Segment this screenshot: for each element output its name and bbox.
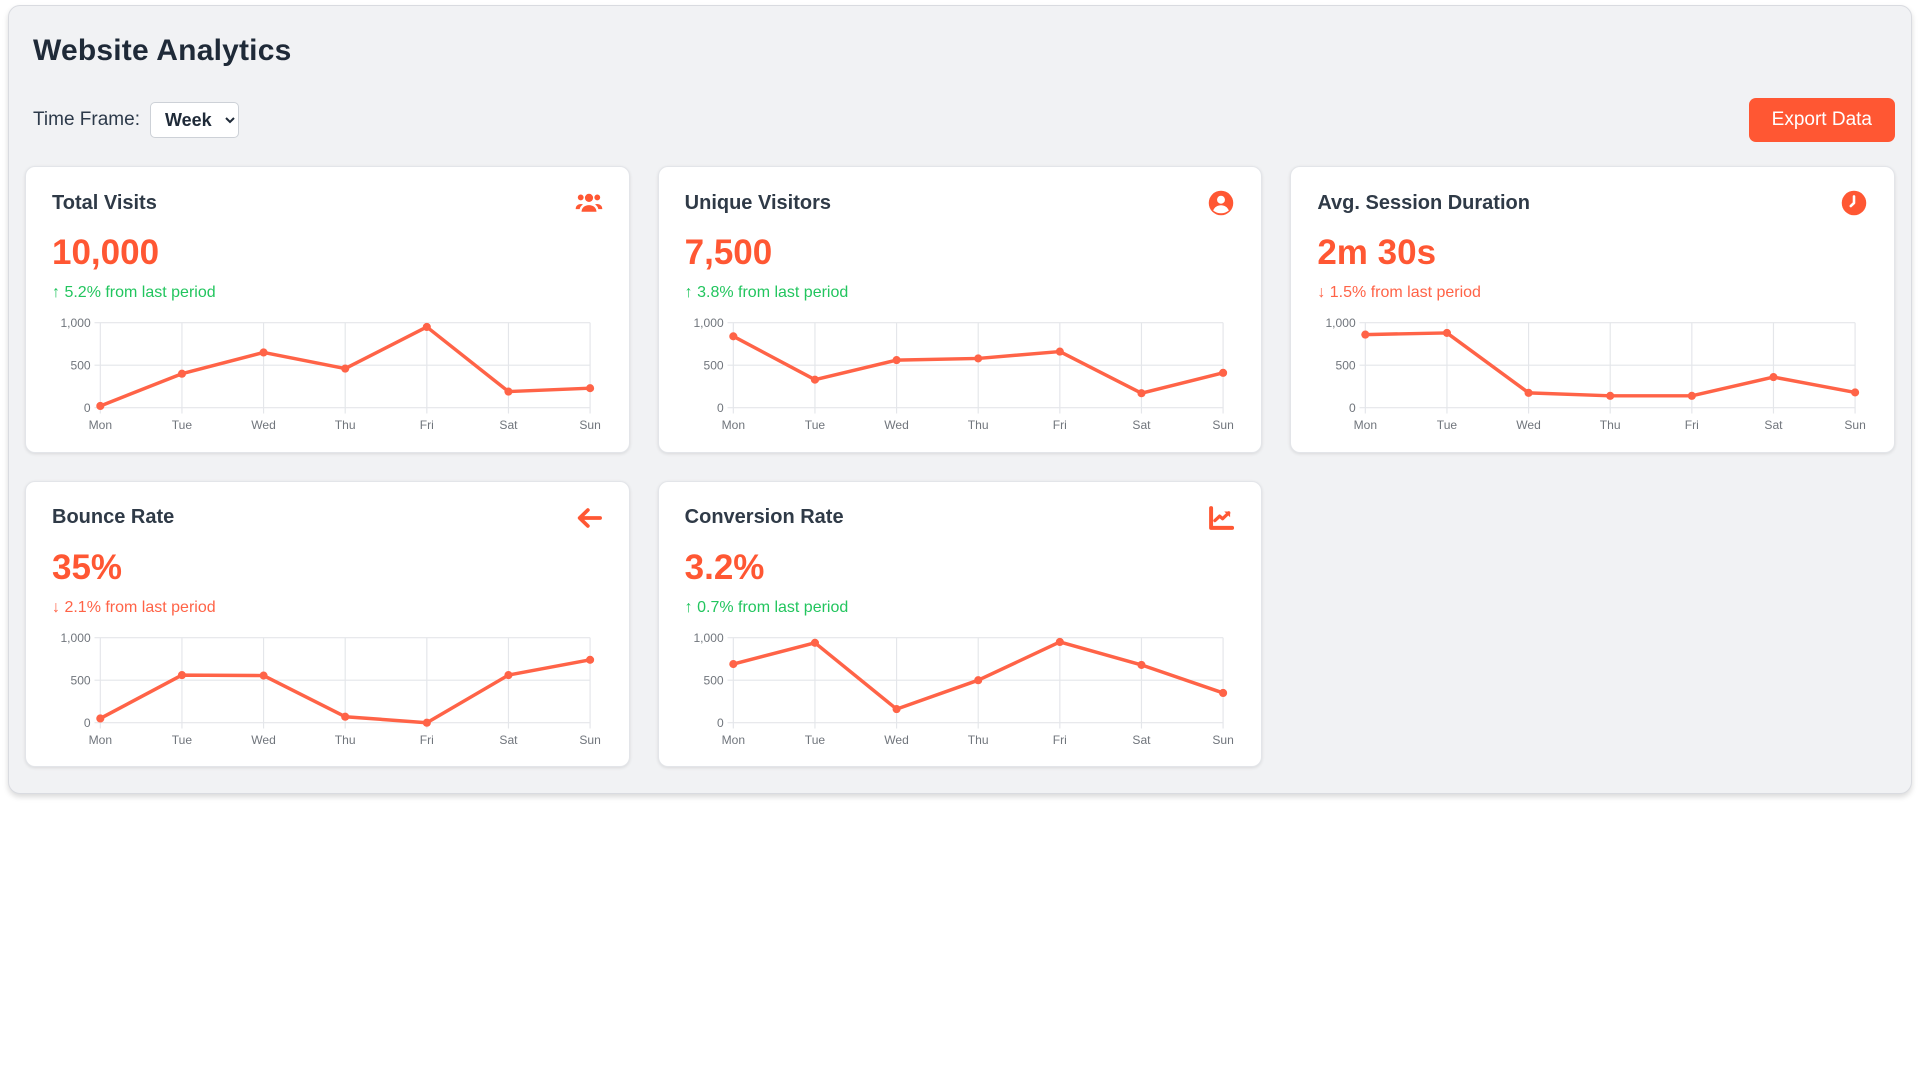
svg-text:Thu: Thu	[1600, 418, 1621, 432]
user-circle-icon	[1207, 189, 1235, 217]
svg-text:Sun: Sun	[1212, 418, 1233, 432]
svg-text:Thu: Thu	[967, 418, 988, 432]
metric-card-total-visits: Total Visits 10,000 ↑ 5.2% from last per…	[25, 166, 630, 453]
svg-text:0: 0	[84, 401, 91, 415]
trend-text: ↑ 0.7% from last period	[684, 598, 849, 616]
svg-text:500: 500	[703, 673, 723, 687]
svg-text:Thu: Thu	[335, 733, 356, 747]
svg-text:0: 0	[84, 716, 91, 730]
trend-text: ↓ 1.5% from last period	[1317, 284, 1481, 301]
svg-text:Sun: Sun	[579, 418, 600, 432]
trend-text: ↑ 5.2% from last period	[52, 284, 216, 301]
users-icon	[575, 189, 603, 217]
svg-text:Fri: Fri	[420, 733, 434, 747]
dashboard-panel: Website Analytics Time Frame: Week Expor…	[8, 5, 1912, 795]
page-title: Website Analytics	[33, 34, 292, 67]
svg-text:Sun: Sun	[1845, 418, 1866, 432]
svg-text:0: 0	[717, 716, 724, 730]
svg-text:Mon: Mon	[721, 418, 744, 432]
svg-text:Sat: Sat	[499, 733, 518, 747]
svg-text:Fri: Fri	[1052, 418, 1066, 432]
metric-value: 7,500	[684, 233, 773, 272]
svg-text:Wed: Wed	[251, 418, 276, 432]
arrow-left-icon	[575, 504, 603, 532]
svg-text:Sat: Sat	[1132, 733, 1151, 747]
trend-text: ↓ 2.1% from last period	[52, 598, 216, 616]
svg-text:500: 500	[1336, 359, 1356, 373]
metric-value: 35%	[52, 547, 123, 587]
svg-text:Fri: Fri	[420, 418, 434, 432]
svg-text:Tue: Tue	[172, 418, 193, 432]
card-title: Total Visits	[52, 191, 157, 214]
card-title: Conversion Rate	[684, 506, 844, 529]
controls-bar: Time Frame: Week Export Data	[33, 98, 1895, 142]
mini-line-chart: 0 500 1,000 Mon Tue Wed Thu Fri Sat Sun	[693, 631, 1233, 747]
timeframe-select[interactable]: Week	[149, 102, 239, 138]
svg-text:Fri: Fri	[1052, 733, 1066, 747]
svg-text:Sat: Sat	[1765, 418, 1784, 432]
metric-card-unique-visitors: Unique Visitors 7,500 ↑ 3.8% from last p…	[657, 166, 1263, 453]
svg-text:1,000: 1,000	[60, 316, 90, 330]
svg-text:Tue: Tue	[172, 733, 193, 747]
metric-value: 10,000	[52, 233, 160, 272]
metric-value: 2m 30s	[1317, 233, 1437, 272]
svg-text:Wed: Wed	[884, 418, 909, 432]
svg-text:Thu: Thu	[967, 733, 988, 747]
svg-text:Tue: Tue	[804, 733, 825, 747]
card-title: Unique Visitors	[684, 191, 831, 214]
svg-text:Tue: Tue	[804, 418, 825, 432]
svg-text:Fri: Fri	[1685, 418, 1699, 432]
svg-text:Sat: Sat	[1132, 418, 1151, 432]
svg-text:0: 0	[717, 401, 724, 415]
mini-line-chart: 0 500 1,000 Mon Tue Wed Thu Fri Sat Sun	[693, 316, 1233, 432]
clock-icon	[1840, 189, 1868, 217]
mini-line-chart: 0 500 1,000 Mon Tue Wed Thu Fri Sat Sun	[60, 631, 600, 747]
svg-text:Thu: Thu	[335, 418, 356, 432]
svg-text:1,000: 1,000	[693, 631, 723, 645]
mini-line-chart: 0 500 1,000 Mon Tue Wed Thu Fri Sat Sun	[60, 316, 600, 432]
card-title: Avg. Session Duration	[1317, 191, 1530, 214]
chart-line-icon	[1207, 504, 1235, 532]
metric-card-conversion-rate: Conversion Rate 3.2% ↑ 0.7% from last pe…	[657, 480, 1263, 768]
metric-card-avg-session-duration: Avg. Session Duration 2m 30s ↓ 1.5% from…	[1290, 166, 1895, 453]
svg-text:Sat: Sat	[499, 418, 518, 432]
svg-text:1,000: 1,000	[60, 631, 90, 645]
svg-text:Wed: Wed	[251, 733, 276, 747]
svg-text:Sun: Sun	[1212, 733, 1233, 747]
svg-text:Mon: Mon	[89, 418, 112, 432]
svg-text:500: 500	[71, 673, 91, 687]
svg-text:Mon: Mon	[721, 733, 744, 747]
metric-cards-grid: Total Visits 10,000 ↑ 5.2% from last per…	[25, 166, 1895, 768]
svg-text:Wed: Wed	[1517, 418, 1542, 432]
svg-text:0: 0	[1349, 401, 1356, 415]
svg-text:Mon: Mon	[89, 733, 112, 747]
svg-text:500: 500	[71, 359, 91, 373]
trend-text: ↑ 3.8% from last period	[684, 284, 849, 301]
svg-text:500: 500	[703, 359, 723, 373]
export-data-button[interactable]: Export Data	[1748, 98, 1895, 142]
svg-text:Wed: Wed	[884, 733, 909, 747]
metric-card-bounce-rate: Bounce Rate 35% ↓ 2.1% from last period …	[25, 480, 630, 768]
mini-line-chart: 0 500 1,000 Mon Tue Wed Thu Fri Sat Sun	[1326, 316, 1866, 432]
timeframe-label: Time Frame:	[33, 109, 140, 130]
svg-text:1,000: 1,000	[1326, 316, 1356, 330]
card-title: Bounce Rate	[52, 506, 175, 529]
svg-text:1,000: 1,000	[693, 316, 723, 330]
svg-text:Mon: Mon	[1354, 418, 1377, 432]
svg-text:Tue: Tue	[1437, 418, 1458, 432]
metric-value: 3.2%	[684, 547, 765, 587]
svg-text:Sun: Sun	[579, 733, 600, 747]
